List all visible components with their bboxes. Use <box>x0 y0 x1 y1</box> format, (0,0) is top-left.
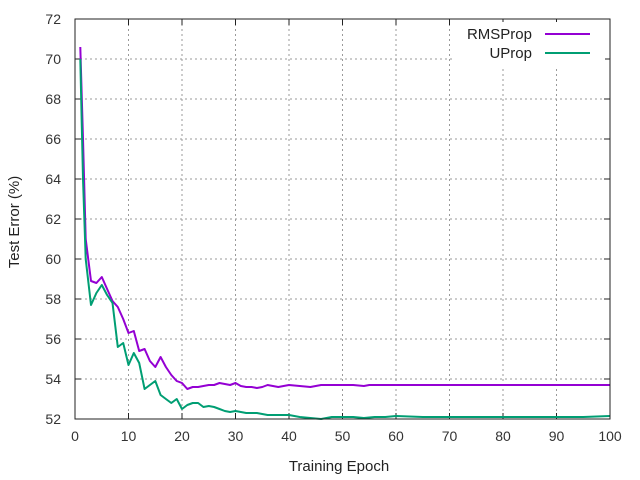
series-lines <box>79 46 611 420</box>
x-axis-title: Training Epoch <box>289 458 389 475</box>
x-tick-label: 60 <box>388 428 404 444</box>
x-tick-labels: 0 10 20 30 40 50 60 70 80 90 100 <box>71 428 622 444</box>
y-axis-title: Test Error (%) <box>6 176 23 269</box>
y-tick-label: 60 <box>45 251 61 267</box>
series-line-uprop <box>79 58 611 420</box>
x-tick-label: 0 <box>71 428 79 444</box>
y-tick-label: 68 <box>45 91 61 107</box>
x-tick-label: 70 <box>442 428 458 444</box>
axis-ticks <box>74 18 611 420</box>
y-tick-label: 54 <box>45 371 61 387</box>
legend: RMSProp UProp <box>455 22 605 68</box>
y-tick-label: 62 <box>45 211 61 227</box>
y-tick-label: 70 <box>45 51 61 67</box>
legend-label-uprop: UProp <box>489 45 532 62</box>
x-tick-label: 40 <box>281 428 297 444</box>
x-tick-label: 50 <box>335 428 351 444</box>
x-tick-label: 90 <box>549 428 565 444</box>
y-tick-label: 56 <box>45 331 61 347</box>
grid-lines <box>75 19 610 419</box>
legend-label-rmsprop: RMSProp <box>467 26 532 43</box>
plot-frame <box>74 18 611 420</box>
series-line-rmsprop <box>79 46 610 390</box>
x-tick-label: 10 <box>121 428 137 444</box>
y-tick-label: 58 <box>45 291 61 307</box>
y-tick-labels: 52 54 56 58 60 62 64 66 68 70 72 <box>45 11 61 427</box>
x-tick-label: 80 <box>495 428 511 444</box>
legend-background <box>455 22 605 68</box>
x-tick-label: 20 <box>174 428 190 444</box>
y-tick-label: 52 <box>45 411 61 427</box>
x-tick-label: 30 <box>228 428 244 444</box>
y-tick-label: 64 <box>45 171 61 187</box>
y-tick-label: 72 <box>45 11 61 27</box>
x-tick-label: 100 <box>598 428 622 444</box>
y-tick-label: 66 <box>45 131 61 147</box>
